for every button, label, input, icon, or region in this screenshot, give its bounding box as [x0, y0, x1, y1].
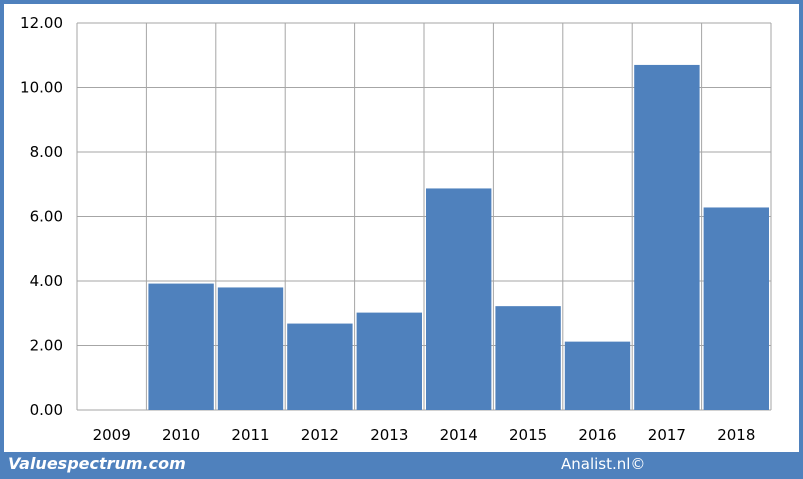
- bar-2011: [217, 287, 284, 410]
- y-tick-label: 12.00: [20, 14, 63, 32]
- footer-bar: [0, 452, 803, 479]
- bar-2010: [148, 283, 214, 410]
- x-tick-label: 2011: [231, 426, 269, 444]
- y-tick-label: 4.00: [30, 272, 63, 290]
- bar-2018: [703, 207, 769, 410]
- bar-2012: [287, 323, 353, 410]
- x-tick-label: 2018: [717, 426, 755, 444]
- x-tick-label: 2014: [440, 426, 478, 444]
- source-label-analist: Analist.nl©: [561, 455, 646, 473]
- y-tick-label: 10.00: [20, 79, 63, 97]
- y-tick-label: 8.00: [30, 143, 63, 161]
- bars: [148, 64, 769, 411]
- bar-2016: [564, 341, 631, 410]
- x-tick-label: 2017: [648, 426, 686, 444]
- x-tick-label: 2012: [301, 426, 339, 444]
- y-tick-label: 0.00: [30, 401, 63, 419]
- x-tick-label: 2009: [93, 426, 131, 444]
- x-tick-label: 2016: [578, 426, 616, 444]
- x-axis-ticks: 2009 2010 2011 2012 2013 2014 2015 2016 2017 2018: [93, 426, 756, 444]
- bar-2014: [426, 188, 492, 410]
- bar-2015: [495, 306, 561, 410]
- bar-2013: [356, 312, 422, 410]
- y-axis-ticks: 0.00 2.00 4.00 6.00 8.00 10.00 12.00: [20, 14, 63, 419]
- source-label-valuespectrum: Valuespectrum.com: [8, 454, 186, 473]
- x-tick-label: 2015: [509, 426, 547, 444]
- x-tick-label: 2010: [162, 426, 200, 444]
- y-tick-label: 6.00: [30, 208, 63, 226]
- y-tick-label: 2.00: [30, 337, 63, 355]
- x-tick-label: 2013: [370, 426, 408, 444]
- bar-2017: [634, 64, 700, 411]
